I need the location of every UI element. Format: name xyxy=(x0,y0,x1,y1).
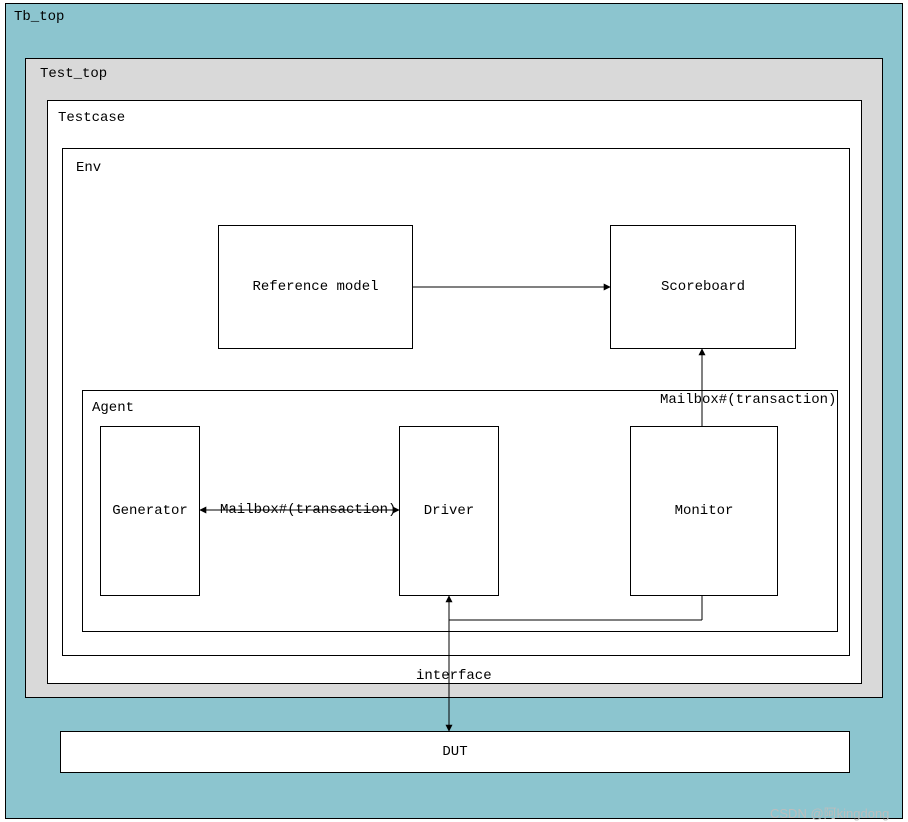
edge-interface-label: interface xyxy=(416,668,492,684)
test-top-label: Test_top xyxy=(40,66,107,82)
reference-model-box: Reference model xyxy=(218,225,413,349)
edge-monitor-score-label: Mailbox#(transaction) xyxy=(660,392,836,408)
dut-box: DUT xyxy=(60,731,850,773)
generator-label: Generator xyxy=(112,503,188,519)
testcase-label: Testcase xyxy=(58,110,125,126)
reference-model-label: Reference model xyxy=(252,279,378,295)
dut-label: DUT xyxy=(442,744,467,760)
monitor-box: Monitor xyxy=(630,426,778,596)
scoreboard-label: Scoreboard xyxy=(661,279,745,295)
driver-box: Driver xyxy=(399,426,499,596)
edge-gen-driver-label: Mailbox#(transaction) xyxy=(220,502,396,518)
driver-label: Driver xyxy=(424,503,474,519)
scoreboard-box: Scoreboard xyxy=(610,225,796,349)
watermark-text: CSDN @阿kingdong xyxy=(770,803,889,822)
tb-top-label: Tb_top xyxy=(14,9,64,25)
monitor-label: Monitor xyxy=(675,503,734,519)
generator-box: Generator xyxy=(100,426,200,596)
env-label: Env xyxy=(76,160,101,176)
agent-label: Agent xyxy=(92,400,134,416)
